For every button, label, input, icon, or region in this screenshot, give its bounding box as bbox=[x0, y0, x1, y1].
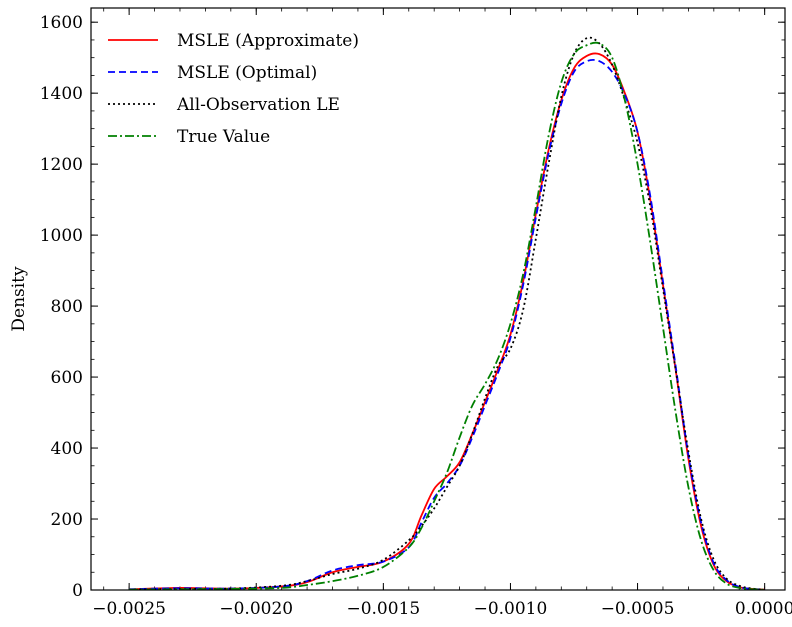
legend-label: True Value bbox=[177, 127, 270, 147]
y-tick-label: 800 bbox=[51, 297, 83, 317]
series-line-msle-optimal bbox=[129, 59, 765, 591]
y-tick-label: 1400 bbox=[40, 84, 83, 104]
plot-frame bbox=[90, 7, 786, 591]
y-tick-label: 0 bbox=[72, 581, 83, 601]
x-tick-label: −0.0020 bbox=[219, 599, 293, 619]
y-tick-label: 600 bbox=[51, 368, 83, 388]
x-tick-label: −0.0015 bbox=[346, 599, 420, 619]
legend-label: All-Observation LE bbox=[176, 95, 340, 115]
y-tick-label: 200 bbox=[51, 510, 83, 530]
x-tick-label: 0.0000 bbox=[735, 599, 792, 619]
series-line-true-value bbox=[129, 41, 765, 591]
y-tick-labels: 0 200 400 600 800 1000 1200 1400 1600 bbox=[40, 13, 83, 601]
y-tick-label: 1200 bbox=[40, 155, 83, 175]
y-tick-label: 1600 bbox=[40, 13, 83, 33]
y-tick-label: 400 bbox=[51, 439, 83, 459]
x-tick-label: −0.0025 bbox=[92, 599, 166, 619]
legend: MSLE (Approximate) MSLE (Optimal) All-Obse… bbox=[108, 31, 359, 147]
x-tick-label: −0.0010 bbox=[474, 599, 548, 619]
series-line-all-observation-le bbox=[129, 36, 765, 591]
legend-label: MSLE (Approximate) bbox=[177, 31, 359, 51]
y-axis-label: Density bbox=[9, 266, 29, 332]
legend-label: MSLE (Optimal) bbox=[177, 63, 317, 83]
series-layer bbox=[129, 36, 765, 591]
x-tick-labels: −0.0025 −0.0020 −0.0015 −0.0010 −0.0005 0.000… bbox=[92, 599, 792, 619]
x-tick-label: −0.0005 bbox=[601, 599, 675, 619]
y-tick-label: 1000 bbox=[40, 226, 83, 246]
